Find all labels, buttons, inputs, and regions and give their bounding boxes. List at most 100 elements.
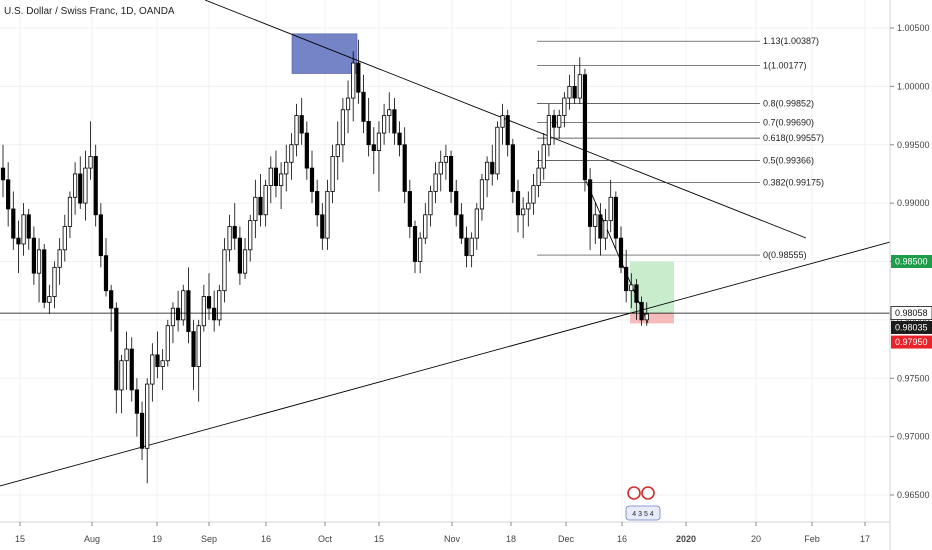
candle-body <box>258 196 263 216</box>
candle-body <box>26 214 31 239</box>
y-tick-label: 0.96500 <box>897 490 930 500</box>
candle-body <box>42 249 47 303</box>
candle-body <box>407 191 412 227</box>
candle-body <box>124 348 129 362</box>
candle-body <box>438 161 443 175</box>
chart-grid <box>0 0 890 522</box>
trade-zones <box>291 33 674 324</box>
x-tick-label: 17 <box>860 534 870 544</box>
candle-body <box>16 237 21 245</box>
fib-level-label: 0.382(0.99175) <box>763 178 824 188</box>
event-flag-icon <box>627 486 641 500</box>
candle-body <box>490 161 495 175</box>
candle-body <box>299 115 304 134</box>
candlestick-series <box>0 39 649 484</box>
candle-body <box>366 121 371 146</box>
candle-body <box>433 173 438 192</box>
candle-body <box>196 325 201 367</box>
candle-body <box>78 173 83 204</box>
candle-body <box>73 173 78 198</box>
price-tag <box>891 335 932 349</box>
candle-body <box>557 115 562 128</box>
stop-zone <box>630 313 674 324</box>
candle-body <box>36 249 42 274</box>
candle-body <box>381 115 387 134</box>
candle-body <box>103 255 109 292</box>
candle-body <box>593 214 598 227</box>
price-tag-label: 0.98058 <box>895 308 928 318</box>
x-tick-label: Aug <box>84 534 100 544</box>
candle-body <box>582 74 588 181</box>
candle-body <box>515 191 521 216</box>
candle-body <box>536 167 541 187</box>
economic-event-icon[interactable]: 4 3 5 4 <box>625 486 661 521</box>
x-tick-label: Oct <box>318 534 333 544</box>
candle-body <box>505 115 510 146</box>
x-tick-label: 19 <box>152 534 162 544</box>
calendar-icon <box>625 505 661 521</box>
candle-body <box>242 249 248 274</box>
candle-body <box>181 290 186 321</box>
candle-body <box>170 307 176 327</box>
candle-body <box>361 91 366 122</box>
x-tick-label: 15 <box>15 534 25 544</box>
candle-body <box>356 62 361 93</box>
candle-body <box>278 173 284 187</box>
candle-body <box>500 115 505 128</box>
candle-body <box>443 156 449 163</box>
event-count-label: 4 3 5 4 <box>632 511 654 518</box>
candle-body <box>371 144 376 151</box>
fib-level-label: 1.13(1.00387) <box>763 36 819 46</box>
candle-body <box>340 109 346 146</box>
candle-body <box>253 196 258 222</box>
candle-body <box>402 144 407 192</box>
candle-body <box>572 85 577 99</box>
candle-body <box>567 85 572 99</box>
supply-zone-box <box>291 33 358 74</box>
candle-body <box>448 156 454 192</box>
x-tick-label: 16 <box>617 534 627 544</box>
x-tick-label: 15 <box>374 534 384 544</box>
candle-body <box>387 109 392 116</box>
fib-level-label: 0.7(0.99690) <box>763 118 814 128</box>
candle-body <box>521 208 526 216</box>
y-tick-label: 1.00500 <box>897 23 930 33</box>
candle-body <box>212 307 217 321</box>
candle-body <box>237 237 242 274</box>
candle-body <box>93 156 98 216</box>
candle-body <box>217 290 222 321</box>
time-axis[interactable]: 15 Aug 19 Sep 16 Oct 15 Nov 18 Dec 16 2020 20 Feb 17 <box>15 522 870 544</box>
candle-body <box>248 220 253 251</box>
candle-body <box>186 290 191 332</box>
price-tag <box>891 320 932 334</box>
candle-body <box>459 214 464 239</box>
candle-body <box>320 214 325 239</box>
candle-body <box>474 208 479 239</box>
candle-body <box>232 226 237 239</box>
candle-body <box>57 249 62 268</box>
x-tick-label: 16 <box>261 534 271 544</box>
fib-level-label: 1(1.00177) <box>763 61 807 71</box>
x-tick-label: Feb <box>804 534 820 544</box>
candle-body <box>392 109 397 134</box>
candle-body <box>284 161 289 175</box>
candle-body <box>6 179 11 210</box>
price-tag <box>890 306 932 321</box>
price-tag-label: 0.98035 <box>895 322 928 332</box>
fibonacci-retracement[interactable]: 1.13(1.00387) 1(1.00177) 0.8(0.99852) 0.7(0… <box>537 36 824 260</box>
candle-body <box>588 179 593 227</box>
candle-body <box>309 167 315 192</box>
candle-body <box>268 167 273 187</box>
candle-body <box>644 313 649 321</box>
candle-body <box>624 266 629 292</box>
candle-body <box>31 237 37 274</box>
candle-body <box>526 202 531 210</box>
candle-body <box>119 360 124 391</box>
candle-body <box>294 115 299 146</box>
candle-body <box>335 144 340 157</box>
candle-body <box>139 412 145 449</box>
fib-level-label: 0.618(0.99557) <box>763 133 824 143</box>
candle-body <box>577 74 582 99</box>
candle-body <box>114 307 119 391</box>
